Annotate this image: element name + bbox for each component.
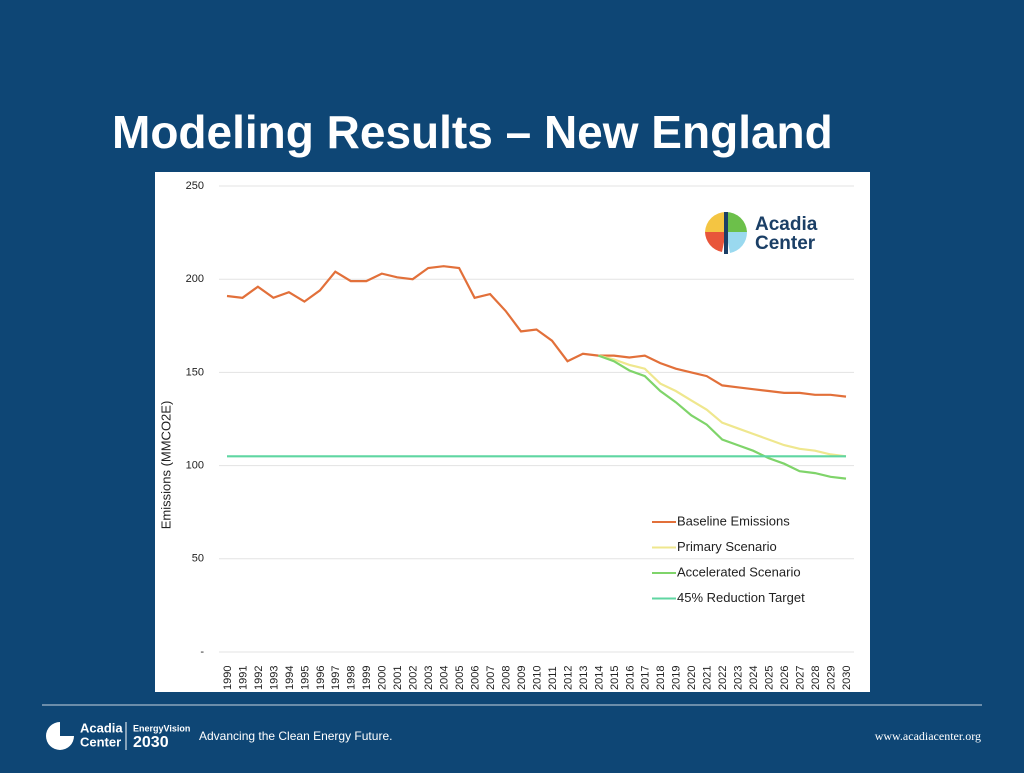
footer-program: EnergyVision <box>133 723 190 733</box>
x-tick-label: 1997 <box>330 666 342 690</box>
x-tick-label: 2011 <box>547 666 559 690</box>
logo-icon <box>726 232 748 253</box>
series-line <box>226 265 847 398</box>
x-tick-label: 2004 <box>439 666 451 690</box>
x-tick-label: 2028 <box>810 666 822 690</box>
x-tick-label: 1993 <box>268 666 280 690</box>
x-tick-label: 2003 <box>423 666 435 690</box>
x-tick-label: 1998 <box>346 666 358 690</box>
x-tick-label: 2001 <box>392 666 404 690</box>
legend-label: Accelerated Scenario <box>677 564 801 579</box>
footer-url: www.acadiacenter.org <box>875 729 981 743</box>
x-tick-label: 1992 <box>253 666 265 690</box>
x-tick-label: 2026 <box>779 666 791 690</box>
x-tick-label: 1994 <box>284 666 296 690</box>
x-tick-label: 2017 <box>640 666 652 690</box>
x-tick-label: 2012 <box>562 666 574 690</box>
y-tick-label: 100 <box>186 460 204 472</box>
y-tick-label: 200 <box>186 273 204 285</box>
legend-label: Baseline Emissions <box>677 513 790 528</box>
x-tick-label: 2023 <box>733 666 745 690</box>
x-tick-label: 1999 <box>361 666 373 690</box>
logo-icon <box>724 212 728 254</box>
x-tick-label: 2005 <box>454 666 466 690</box>
series-line <box>598 354 847 480</box>
x-tick-label: 1990 <box>222 666 234 690</box>
x-tick-label: 2014 <box>593 666 605 690</box>
x-tick-label: 2000 <box>377 666 389 690</box>
logo-icon <box>705 212 726 232</box>
legend-label: 45% Reduction Target <box>677 590 805 605</box>
x-tick-label: 1991 <box>237 666 249 690</box>
x-tick-label: 2008 <box>500 666 512 690</box>
x-tick-label: 2030 <box>841 666 853 690</box>
footer-tagline: Advancing the Clean Energy Future. <box>199 729 392 743</box>
x-tick-label: 2029 <box>825 666 837 690</box>
x-tick-label: 2013 <box>578 666 590 690</box>
x-tick-label: 2016 <box>624 666 636 690</box>
x-tick-label: 2024 <box>748 666 760 690</box>
x-tick-label: 2022 <box>717 666 729 690</box>
y-tick-label: 250 <box>186 180 204 192</box>
x-tick-label: 2018 <box>655 666 667 690</box>
x-tick-label: 2010 <box>531 666 543 690</box>
footer-program: 2030 <box>133 734 169 751</box>
x-tick-label: 2025 <box>764 666 776 690</box>
footer: Acadia Center EnergyVision 2030 Advancin… <box>46 720 981 751</box>
logo-text: Center <box>755 233 816 254</box>
y-tick-label: 150 <box>186 366 204 378</box>
chart-logo: Acadia Center <box>705 212 818 254</box>
slide-title: Modeling Results – New England <box>112 106 833 158</box>
legend-label: Primary Scenario <box>677 539 777 554</box>
x-tick-label: 2007 <box>485 666 497 690</box>
series-line <box>598 354 847 458</box>
plot: - 50 100 150 200 250 1990 1991 1992 1993 1994 1995 1… <box>186 180 854 690</box>
logo-icon <box>726 212 747 232</box>
x-tick-label: 2021 <box>702 666 714 690</box>
footer-logo-text: Center <box>80 734 121 749</box>
x-tick-label: 1996 <box>315 666 327 690</box>
x-tick-label: 2027 <box>794 666 806 690</box>
y-tick-label: 50 <box>192 553 204 565</box>
x-tick-label: 2006 <box>470 666 482 690</box>
x-tick-label: 2019 <box>671 666 683 690</box>
logo-icon <box>705 232 726 252</box>
logo-text: Acadia <box>755 214 818 235</box>
x-tick-label: 2015 <box>609 666 621 690</box>
x-tick-label: 2009 <box>516 666 528 690</box>
footer-logo-icon <box>46 722 74 750</box>
y-axis-label: Emissions (MMCO2E) <box>158 401 173 530</box>
x-tick-label: 2020 <box>686 666 698 690</box>
footer-logo-text: Acadia <box>80 720 123 735</box>
x-tick-label: 1995 <box>299 666 311 690</box>
y-tick-label: - <box>200 646 204 658</box>
x-tick-label: 2002 <box>408 666 420 690</box>
